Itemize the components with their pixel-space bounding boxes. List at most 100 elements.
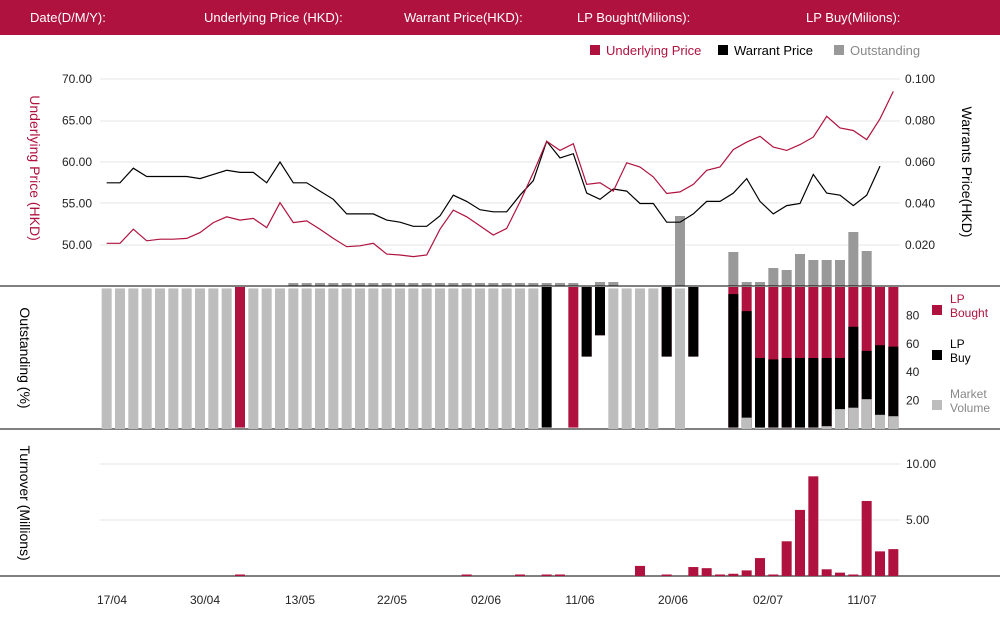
market-volume-bar (741, 417, 752, 429)
outstanding-bar (355, 283, 365, 286)
lp-bought-bar (835, 287, 845, 428)
warrant-price-line (106, 140, 881, 227)
x-tick-label: 20/06 (658, 593, 688, 607)
market-volume-bar (381, 288, 392, 429)
market-volume-bar (408, 288, 419, 429)
turnover-bar (461, 574, 472, 576)
lp-buy-bar (888, 346, 899, 428)
y-tick-right: 0.020 (905, 238, 935, 252)
outstanding-bar (461, 283, 472, 286)
outstanding-bar (408, 283, 419, 286)
underlying-price-label: Underlying Price (HKD): (204, 10, 343, 25)
x-tick-label: 30/04 (190, 593, 220, 607)
turnover-bar (821, 569, 832, 576)
lp-buy-bar (768, 359, 779, 428)
market-volume-bar (168, 288, 179, 429)
outstanding-bar (861, 251, 872, 286)
x-tick-label: 11/06 (565, 593, 594, 607)
market-volume-bar (368, 288, 379, 429)
lp-buy-bar (741, 311, 752, 428)
outstanding-bar (795, 254, 805, 286)
lp-buy-bar (688, 287, 699, 357)
turnover-bar (741, 570, 752, 576)
lp-buy-bar (781, 358, 792, 428)
legend-swatch (932, 305, 942, 315)
market-volume-bar (635, 288, 645, 429)
turnover-bar (755, 558, 765, 576)
turnover-bar (515, 574, 525, 576)
turnover-bar (888, 549, 899, 576)
market-volume-bar (208, 288, 219, 429)
market-volume-bar (155, 288, 165, 429)
info-header: Date(D/M/Y): Underlying Price (HKD): War… (0, 0, 1000, 35)
turnover-bar (541, 574, 552, 576)
y-tick-right: 0.040 (905, 197, 935, 211)
lp-buy-label: LP Buy(Milions): (806, 10, 901, 25)
market-volume-bar (141, 288, 152, 429)
market-volume-bar (888, 416, 899, 429)
date-label: Date(D/M/Y): (30, 10, 106, 25)
market-volume-bar (328, 288, 339, 429)
market-volume-bar (315, 288, 325, 429)
underlying-price-line (106, 91, 894, 258)
turnover-bar (835, 572, 845, 576)
market-volume-bar (461, 288, 472, 429)
legend-label: LP Buy (950, 337, 971, 365)
lp-buy-bar (541, 287, 552, 428)
lp-buy-bar (821, 358, 832, 428)
outstanding-bar (381, 283, 392, 286)
market-volume-bar (515, 288, 525, 429)
outstanding-bar (368, 283, 379, 286)
lp-bought-bar (781, 287, 792, 428)
legend-swatch (718, 45, 728, 55)
outstanding-bar (448, 283, 459, 286)
lp-buy-bar (581, 287, 592, 357)
lp-bought-bar (568, 287, 579, 428)
outstanding-bar (848, 232, 859, 286)
turnover-bar (795, 509, 805, 576)
y-tick-middle: 60 (906, 337, 920, 351)
lp-buy-bar (728, 294, 739, 428)
lp-buy-bar (755, 358, 765, 428)
warrant-chart: 50.00 55.00 60.00 65.00 70.00 0.020 0.040 0.060… (0, 43, 1000, 607)
outstanding-bar (541, 283, 552, 286)
turnover-bar (875, 551, 885, 576)
market-volume-bar (448, 288, 459, 429)
outstanding-bar (595, 282, 605, 286)
outstanding-bar (555, 283, 565, 286)
outstanding-bar (328, 283, 339, 286)
outstanding-bar (395, 283, 405, 286)
outstanding-bar (301, 283, 312, 286)
outstanding-bar (315, 283, 325, 286)
market-volume-bar (128, 288, 139, 429)
lp-buy-bar (848, 326, 859, 428)
y-tick-middle: 20 (906, 394, 920, 408)
outstanding-bar (488, 283, 499, 286)
legend-label: Warrant Price (734, 43, 813, 58)
lp-bought-bar (795, 287, 805, 428)
legend-label: Underlying Price (606, 43, 701, 58)
outstanding-bar (821, 260, 832, 286)
lp-buy-bar (795, 358, 805, 428)
market-volume-bar (195, 288, 205, 429)
y-tick-middle: 80 (906, 308, 920, 322)
y-axis-title-right: Warrants Price(HKD) (959, 107, 975, 238)
outstanding-bar (808, 260, 819, 286)
outstanding-bar (288, 283, 299, 286)
market-volume-bar (501, 288, 512, 429)
market-volume-bar (101, 288, 112, 429)
y-tick-middle: 40 (906, 365, 920, 379)
legend-label: LP Bought (950, 292, 989, 320)
market-volume-bar (395, 288, 405, 429)
outstanding-bar (501, 283, 512, 286)
outstanding-bar (475, 283, 485, 286)
y-axis-title-bottom: Turnover (Millions) (17, 445, 33, 560)
lp-buy-bar (835, 358, 845, 428)
lp-bought-bar (808, 287, 819, 428)
market-volume-bar (301, 288, 312, 429)
lp-bought-bar (235, 287, 245, 428)
turnover-bar (808, 476, 819, 576)
turnover-bar (555, 574, 565, 576)
market-volume-bar (421, 288, 432, 429)
market-volume-bar (248, 288, 259, 429)
